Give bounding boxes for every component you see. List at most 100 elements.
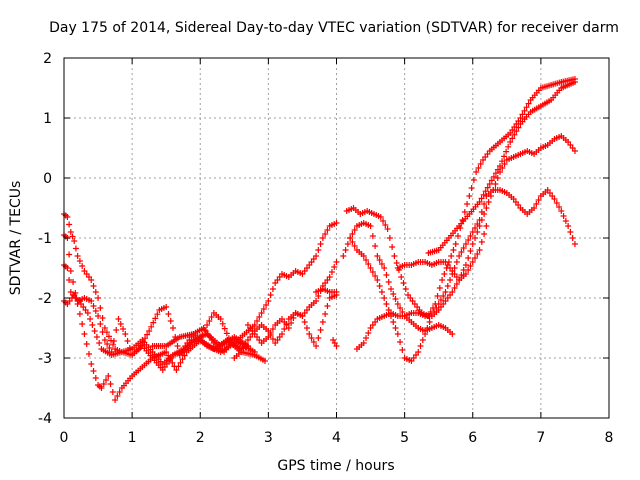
data-point [110, 341, 117, 348]
data-point [349, 239, 356, 245]
data-point [456, 253, 463, 259]
data-series-arc-f [231, 259, 340, 361]
data-point [333, 289, 340, 295]
data-point [415, 349, 422, 355]
x-tick-label: 3 [264, 430, 273, 446]
data-point [92, 375, 99, 381]
data-point [105, 333, 112, 340]
data-point [474, 251, 481, 257]
data-point [483, 205, 490, 211]
data-point [269, 286, 276, 292]
data-point [124, 338, 131, 344]
data-point [88, 361, 95, 367]
data-point [150, 319, 157, 326]
data-point [363, 257, 370, 263]
data-point [558, 208, 565, 214]
data-point [505, 143, 512, 150]
data-point [507, 139, 514, 145]
data-series-arc-l [353, 133, 578, 352]
data-series-arc-e [149, 220, 340, 355]
data-point [322, 311, 329, 317]
data-point [535, 197, 542, 203]
data-point [79, 321, 86, 327]
data-point [238, 349, 245, 355]
data-point [449, 331, 456, 337]
data-point [99, 329, 106, 335]
data-point [503, 148, 510, 155]
data-point [381, 295, 388, 301]
data-point [476, 199, 483, 205]
data-point [386, 235, 393, 241]
data-point [299, 313, 306, 319]
data-point [148, 323, 155, 330]
data-point [482, 188, 489, 195]
data-point [223, 330, 230, 337]
data-point [101, 325, 108, 331]
data-series-arc-o [394, 223, 490, 283]
data-point [317, 327, 324, 333]
data-point [472, 225, 479, 231]
data-series-arc-c [61, 292, 251, 373]
data-point [460, 245, 467, 251]
data-point [467, 233, 474, 239]
data-point [392, 325, 399, 331]
data-point [485, 199, 492, 205]
data-point [97, 305, 104, 311]
data-point [450, 247, 457, 253]
data-point [96, 340, 103, 346]
data-point [475, 165, 482, 171]
data-point [465, 255, 472, 261]
data-point [382, 222, 389, 228]
data-point [146, 328, 153, 334]
data-point [84, 310, 91, 316]
data-point [288, 320, 295, 326]
data-point [267, 330, 274, 336]
data-point [441, 271, 448, 277]
data-point [167, 318, 174, 324]
data-point [462, 271, 469, 277]
data-point [106, 345, 113, 351]
data-point [384, 226, 391, 232]
data-point [69, 233, 76, 240]
data-point [120, 326, 127, 332]
data-point [92, 289, 99, 295]
data-point [451, 285, 458, 291]
data-point [303, 325, 310, 331]
data-point [369, 233, 376, 239]
data-point [533, 201, 540, 207]
data-point [551, 196, 558, 202]
data-point [165, 311, 172, 317]
data-point [484, 184, 491, 191]
data-point [492, 181, 499, 187]
x-tick-label: 6 [468, 430, 477, 446]
data-point [470, 177, 477, 183]
data-point [351, 227, 358, 233]
data-point [285, 325, 292, 331]
data-point [265, 298, 272, 304]
data-point [340, 253, 347, 259]
data-point [90, 368, 97, 374]
data-point [261, 358, 268, 364]
data-point [449, 289, 456, 295]
data-point [487, 193, 494, 199]
data-point [473, 169, 480, 175]
data-point [461, 209, 468, 215]
data-point [256, 314, 263, 320]
data-point [95, 295, 102, 301]
data-point [204, 322, 211, 328]
data-series-arc-i [330, 337, 340, 349]
data-point [269, 326, 276, 332]
data-point [398, 274, 405, 280]
data-series-arc-h [313, 286, 340, 295]
data-point [381, 265, 388, 271]
data-point [517, 115, 524, 121]
y-tick-label: -2 [38, 291, 52, 307]
data-point [515, 124, 522, 131]
data-point [436, 285, 443, 291]
data-point [394, 301, 401, 307]
data-point [93, 334, 100, 340]
data-point [140, 338, 147, 345]
data-point [490, 187, 497, 193]
data-point [70, 279, 77, 285]
data-point [480, 191, 487, 198]
